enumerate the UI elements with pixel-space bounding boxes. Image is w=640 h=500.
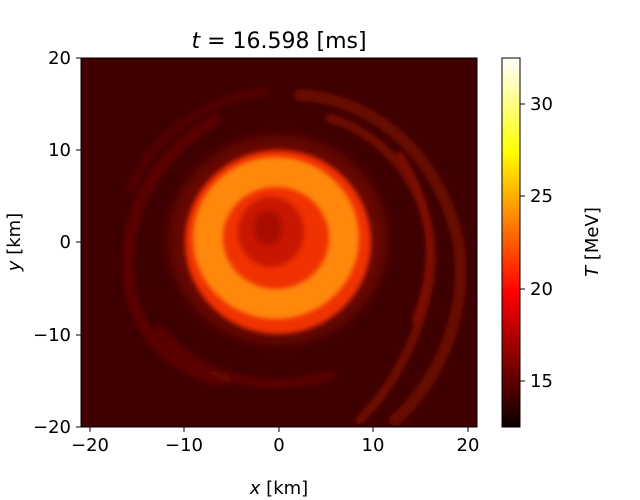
x-tick-label: −20 (71, 435, 109, 456)
y-axis: 20 10 0 −10 −20 y [km] (4, 48, 81, 438)
colorbar-tick: 30 (520, 94, 553, 115)
x-tick: 10 (362, 427, 385, 456)
x-tick-label: 20 (457, 435, 480, 456)
x-tick: −10 (165, 427, 203, 456)
y-axis-label: y [km] (4, 213, 25, 272)
title-text: = 16.598 [ms] (200, 29, 366, 54)
x-tick: 20 (457, 427, 480, 456)
chart-title: t = 16.598 [ms] (191, 29, 366, 54)
x-tick-label: −10 (165, 435, 203, 456)
colorbar-tick: 25 (520, 186, 553, 207)
colorbar-gradient (501, 57, 521, 428)
colorbar-label: T [MeV] (582, 207, 603, 277)
x-tick-label: 0 (273, 435, 284, 456)
core-center (254, 211, 282, 245)
x-tick-label: 10 (362, 435, 385, 456)
y-tick: 20 (48, 48, 81, 69)
y-tick: −20 (33, 417, 81, 438)
x-axis-label: x [km] (249, 478, 308, 499)
colorbar-tick-label: 15 (530, 371, 553, 392)
colorbar-tick-label: 25 (530, 186, 553, 207)
spiral-arm-inner-right (396, 151, 433, 324)
colorbar-tick-label: 30 (530, 94, 553, 115)
y-tick-label: −20 (33, 417, 71, 438)
title-variable: t (191, 29, 201, 54)
y-tick-label: 10 (48, 140, 71, 161)
spiral-arm-outer-right (294, 89, 467, 426)
y-tick: 0 (60, 232, 81, 253)
spiral-arms (122, 87, 467, 426)
x-tick: −20 (71, 427, 109, 456)
y-tick-label: −10 (33, 325, 71, 346)
colorbar: 30 25 20 15 T [MeV] (501, 57, 603, 428)
y-tick: −10 (33, 325, 81, 346)
colorbar-tick: 20 (520, 279, 553, 300)
x-axis: −20 −10 0 10 20 x [km] (71, 427, 479, 499)
colorbar-tick: 15 (520, 371, 553, 392)
colorbar-tick-label: 20 (530, 279, 553, 300)
spiral-arm-lower (155, 325, 335, 389)
y-tick: 10 (48, 140, 81, 161)
y-tick-label: 0 (60, 232, 71, 253)
x-tick: 0 (273, 427, 285, 456)
bright-ring (193, 157, 359, 319)
spiral-arm-left (122, 114, 231, 386)
y-tick-label: 20 (48, 48, 71, 69)
heatmap (81, 58, 477, 427)
spiral-arm-upper-left (125, 87, 270, 195)
